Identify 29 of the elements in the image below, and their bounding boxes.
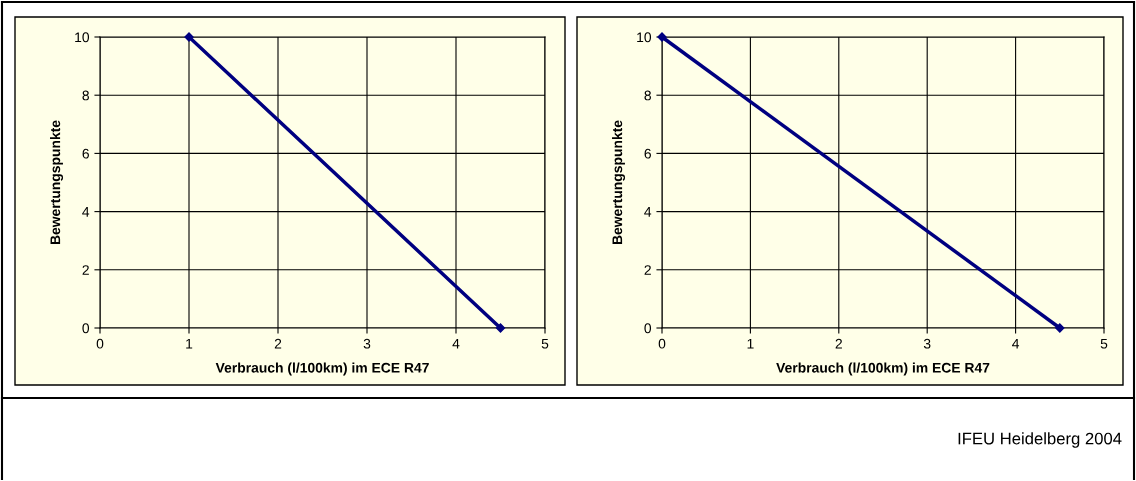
y-tick-label: 2	[82, 265, 89, 275]
x-tick-label: 4	[452, 338, 460, 349]
y-axis-title: Bewertungspunkte	[50, 120, 64, 245]
x-tick-label: 3	[923, 338, 931, 349]
y-axis-title: Bewertungspunkte	[612, 120, 626, 245]
x-axis-title: Verbrauch (l/100km) im ECE R47	[215, 362, 429, 376]
x-tick-label: 0	[658, 338, 666, 349]
x-axis-title: Verbrauch (l/100km) im ECE R47	[776, 362, 990, 376]
x-tick-label: 5	[541, 338, 549, 349]
x-tick-label: 0	[96, 338, 104, 349]
y-tick-label: 8	[644, 90, 651, 101]
x-tick-label: 2	[274, 338, 282, 349]
y-tick-label: 2	[644, 265, 651, 275]
x-tick-label: 1	[747, 338, 754, 349]
x-tick-label: 1	[186, 338, 193, 349]
y-tick-label: 10	[637, 32, 652, 43]
x-tick-label: 4	[1012, 338, 1020, 349]
y-tick-label: 4	[82, 207, 90, 217]
x-tick-label: 5	[1100, 338, 1108, 349]
y-tick-label: 8	[82, 90, 89, 101]
y-tick-label: 6	[82, 148, 89, 159]
y-tick-label: 6	[644, 148, 651, 159]
x-tick-label: 2	[835, 338, 842, 349]
y-tick-label: 10	[75, 32, 90, 43]
y-tick-label: 0	[644, 323, 652, 334]
x-tick-label: 3	[363, 338, 371, 349]
y-tick-label: 0	[82, 323, 90, 334]
y-tick-label: 4	[644, 207, 652, 217]
text: IFEU Heidelberg 2004	[958, 432, 1122, 448]
